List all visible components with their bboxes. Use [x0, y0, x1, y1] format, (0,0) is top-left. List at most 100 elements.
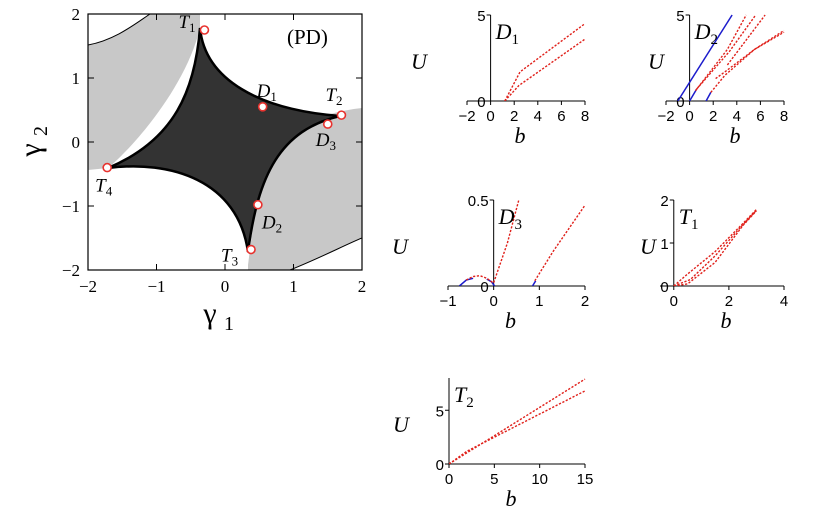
t2-xtick-label: 5 [490, 471, 498, 488]
d1-xtick-label: 2 [510, 108, 518, 125]
d2-series-1 [677, 14, 733, 101]
t1-ytick-label: 2 [660, 193, 668, 210]
pd-point-label-t3: T3 [221, 246, 238, 269]
d2-xtick-label: 0 [685, 108, 693, 125]
t1-xtick-label: 4 [780, 293, 788, 310]
d2-xtick-label: 2 [709, 108, 717, 125]
t1-ytick-label: 1 [660, 236, 668, 253]
pd-point-label-d2: D2 [261, 213, 282, 236]
t2-series-2 [449, 390, 586, 464]
d1-xtick-label: 8 [581, 108, 589, 125]
d3-xtick-label: 0 [489, 293, 497, 310]
d3-ytick-label: 0.5 [468, 193, 489, 210]
t2-title: T2 [454, 382, 474, 411]
t1-xtick-label: 2 [725, 293, 733, 310]
d1-title: D1 [495, 19, 519, 48]
d1-series-2 [504, 38, 586, 101]
d3-series-3 [531, 280, 537, 286]
pd-point-t4 [102, 162, 112, 173]
svg-text:γ: γ [202, 297, 216, 330]
t1-xtick-label: 0 [670, 293, 678, 310]
d1-xtick-label: −2 [458, 108, 475, 125]
pd-point-t2 [336, 110, 347, 120]
t1-series-1 [673, 210, 757, 286]
pd-xtick-label: 2 [358, 277, 367, 296]
d2-ylabel: U [648, 49, 666, 74]
pd-ytick-label: 2 [72, 5, 81, 24]
d2-series-4 [694, 14, 747, 92]
t1-ytick-label: 0 [660, 279, 668, 296]
d3-series-5 [493, 199, 520, 283]
t1-series-3 [673, 209, 757, 286]
svg-text:1: 1 [224, 313, 234, 335]
d2-series-3 [705, 92, 712, 101]
d1-xtick-label: 0 [486, 108, 494, 125]
pd-ylabel: γ 2 [14, 126, 52, 158]
d1-xlabel: b [515, 123, 526, 148]
d1-ytick-label: 5 [477, 8, 485, 25]
d3-xtick-label: 1 [535, 293, 543, 310]
d3-title: D3 [498, 204, 522, 233]
t2-xtick-label: 10 [531, 471, 548, 488]
t1-xlabel: b [721, 308, 732, 333]
d2-series-2 [688, 88, 698, 101]
d2-ytick-label: 5 [676, 8, 684, 25]
d2-xtick-label: 6 [756, 108, 764, 125]
pd-point-label-t1: T1 [178, 12, 195, 35]
t2-ytick-label: 0 [436, 457, 444, 474]
pd-point-d3 [322, 119, 333, 129]
d2-xlabel: b [730, 123, 741, 148]
d2-xtick-label: −2 [657, 108, 674, 125]
pd-point-d2 [253, 199, 263, 210]
t2-ytick-label: 5 [436, 403, 444, 420]
d2-series-8 [726, 14, 766, 66]
pd-xlabel: γ 1 [202, 297, 234, 335]
d3-ylabel: U [392, 234, 410, 259]
pd-ytick-label: 0 [72, 133, 81, 152]
t2-ylabel: U [393, 412, 411, 437]
d2-series-5 [696, 14, 757, 90]
pd-xtick-label: 1 [289, 277, 298, 296]
d1-ytick-label: 0 [477, 94, 485, 111]
d2-series-7 [715, 29, 785, 80]
pd-ytick-label: −1 [62, 197, 80, 216]
d2-series-6 [710, 31, 785, 93]
pd-xtick-label: −2 [79, 277, 97, 296]
svg-text:γ: γ [14, 143, 47, 157]
pd-point-label-d1: D1 [256, 81, 277, 104]
panel-d3: −1 0 1 2 0 0.5 D3 Ub [392, 193, 589, 333]
d3-ytick-label: 0 [480, 279, 488, 296]
pd-grey-region-right [248, 108, 362, 270]
t2-xtick-label: 0 [445, 471, 453, 488]
pd-xtick-label: −1 [147, 277, 165, 296]
panel-t1: 0 2 4 0 1 2 T1 Ub [640, 193, 788, 333]
d3-xlabel: b [505, 308, 516, 333]
t2-xlabel: b [506, 486, 517, 509]
pd-panel: −2 −1 0 1 2 −2 −1 0 1 2 T1 T2 T3 T4 D1 D2 D3 (PD) γ 1 γ… [14, 5, 366, 335]
pd-boundary-upper [88, 14, 151, 46]
panel-t2: 0 5 10 15 0 5 T2 Ub [393, 378, 593, 509]
t2-series-1 [449, 378, 586, 464]
pd-boundary-right [289, 237, 362, 270]
d1-xtick-label: 6 [557, 108, 565, 125]
t1-title: T1 [679, 204, 699, 233]
pd-point-d1 [257, 102, 268, 112]
d1-ylabel: U [411, 49, 429, 74]
t1-series-2 [673, 209, 757, 286]
d3-xtick-label: 2 [581, 293, 589, 310]
pd-ytick-label: 1 [72, 69, 81, 88]
d2-xtick-label: 8 [780, 108, 788, 125]
pd-xtick-label: 0 [221, 277, 230, 296]
d3-xtick-label: −1 [439, 293, 456, 310]
d2-title: D2 [694, 19, 718, 48]
pd-point-label-t4: T4 [95, 176, 113, 199]
pd-point-label-t2: T2 [325, 85, 342, 108]
pd-point-label-d3: D3 [315, 130, 336, 153]
pd-point-t3 [246, 244, 256, 255]
pd-point-t1 [199, 25, 210, 35]
pd-panel-label: (PD) [287, 25, 328, 49]
d2-ytick-label: 0 [676, 94, 684, 111]
